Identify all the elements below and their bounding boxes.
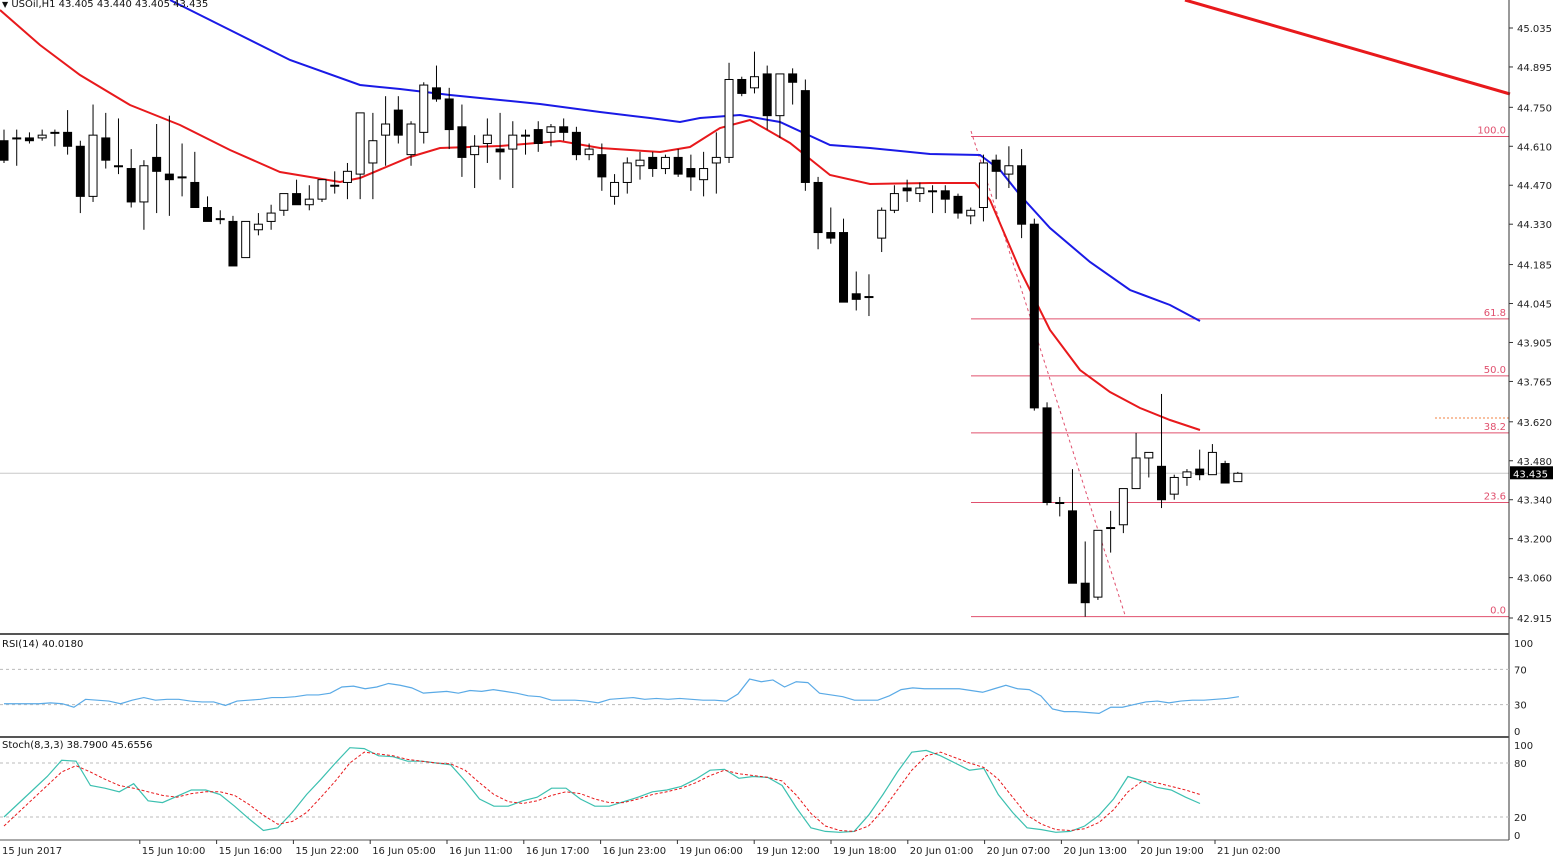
svg-text:30: 30 (1514, 701, 1527, 712)
price-tick-label: 43.060 (1517, 574, 1552, 585)
dropdown-triangle-icon[interactable]: ▼ (2, 0, 9, 9)
time-tick-label: 15 Jun 16:00 (219, 846, 283, 857)
price-tick-label: 43.905 (1517, 338, 1552, 349)
time-tick-label: 16 Jun 11:00 (449, 846, 513, 857)
price-tick-label: 44.895 (1517, 63, 1552, 74)
time-tick-label: 20 Jun 07:00 (987, 846, 1051, 857)
fib-level-label: 23.6 (1484, 492, 1506, 503)
svg-text:43.435: 43.435 (1513, 469, 1548, 480)
price-tick-label: 43.340 (1517, 496, 1552, 507)
time-tick-label: 20 Jun 13:00 (1063, 846, 1127, 857)
price-tick-label: 44.750 (1517, 103, 1552, 114)
trendline[interactable] (1184, 0, 1511, 96)
price-tick-label: 43.620 (1517, 418, 1552, 429)
fib-level-label: 100.0 (1477, 126, 1506, 137)
time-tick-label: 15 Jun 10:00 (142, 846, 206, 857)
current-price-tag (1510, 466, 1553, 480)
time-tick-label: 16 Jun 05:00 (372, 846, 436, 857)
fibonacci-retracement[interactable]: 100.0 61.8 50.0 38.2 23.6 0.0 (970, 126, 1509, 618)
symbol-header[interactable]: ▼ USOil,H1 43.405 43.440 43.405 43.435 (2, 0, 208, 10)
stoch-label: Stoch(8,3,3) 38.7900 45.6556 (2, 740, 153, 751)
time-axis: 15 Jun 2017 15 Jun 10:00 15 Jun 16:00 15 Ju… (2, 840, 1281, 857)
time-tick-label: 21 Jun 02:00 (1217, 846, 1281, 857)
price-tick-label: 45.035 (1517, 24, 1552, 35)
svg-text:0: 0 (1514, 727, 1520, 738)
time-tick-label: 16 Jun 23:00 (603, 846, 667, 857)
time-tick-label: 20 Jun 01:00 (910, 846, 974, 857)
time-tick-label: 19 Jun 12:00 (756, 846, 820, 857)
price-tick-label: 43.765 (1517, 377, 1552, 388)
fib-level-label: 61.8 (1484, 308, 1506, 319)
svg-text:100: 100 (1514, 741, 1533, 752)
price-axis: 45.035 44.895 44.750 44.610 44.470 44.330 44.1… (0, 0, 1553, 841)
stochastic-panel: 100 80 20 0 (0, 741, 1533, 842)
price-tick-label: 44.330 (1517, 220, 1552, 231)
price-tick-label: 44.610 (1517, 142, 1552, 153)
time-tick-label: 19 Jun 06:00 (679, 846, 743, 857)
time-tick-label: 20 Jun 19:00 (1140, 846, 1204, 857)
time-tick-label: 15 Jun 22:00 (295, 846, 359, 857)
fib-level-label: 38.2 (1484, 422, 1506, 433)
moving-averages (0, 0, 1201, 431)
price-tick-label: 42.915 (1517, 614, 1552, 625)
price-tick-label: 43.480 (1517, 457, 1552, 468)
svg-text:80: 80 (1514, 759, 1527, 770)
svg-text:100: 100 (1514, 639, 1533, 650)
price-tick-label: 43.200 (1517, 535, 1552, 546)
svg-text:0: 0 (1514, 831, 1520, 842)
time-tick-label: 16 Jun 17:00 (526, 846, 590, 857)
price-tick-label: 44.470 (1517, 181, 1552, 192)
fib-level-label: 0.0 (1490, 606, 1506, 617)
price-tick-label: 44.185 (1517, 261, 1552, 272)
rsi-label: RSI(14) 40.0180 (2, 639, 84, 650)
svg-text:20: 20 (1514, 813, 1527, 824)
rsi-panel: 100 70 30 0 (0, 639, 1533, 738)
candlesticks (0, 51, 1243, 617)
time-tick-label: 19 Jun 18:00 (833, 846, 897, 857)
time-tick-label: 15 Jun 2017 (2, 846, 62, 857)
price-tick-label: 44.045 (1517, 300, 1552, 311)
symbol-ohlc-label: USOil,H1 43.405 43.440 43.405 43.435 (11, 0, 209, 10)
svg-text:70: 70 (1514, 665, 1527, 676)
fib-level-label: 50.0 (1484, 365, 1506, 376)
